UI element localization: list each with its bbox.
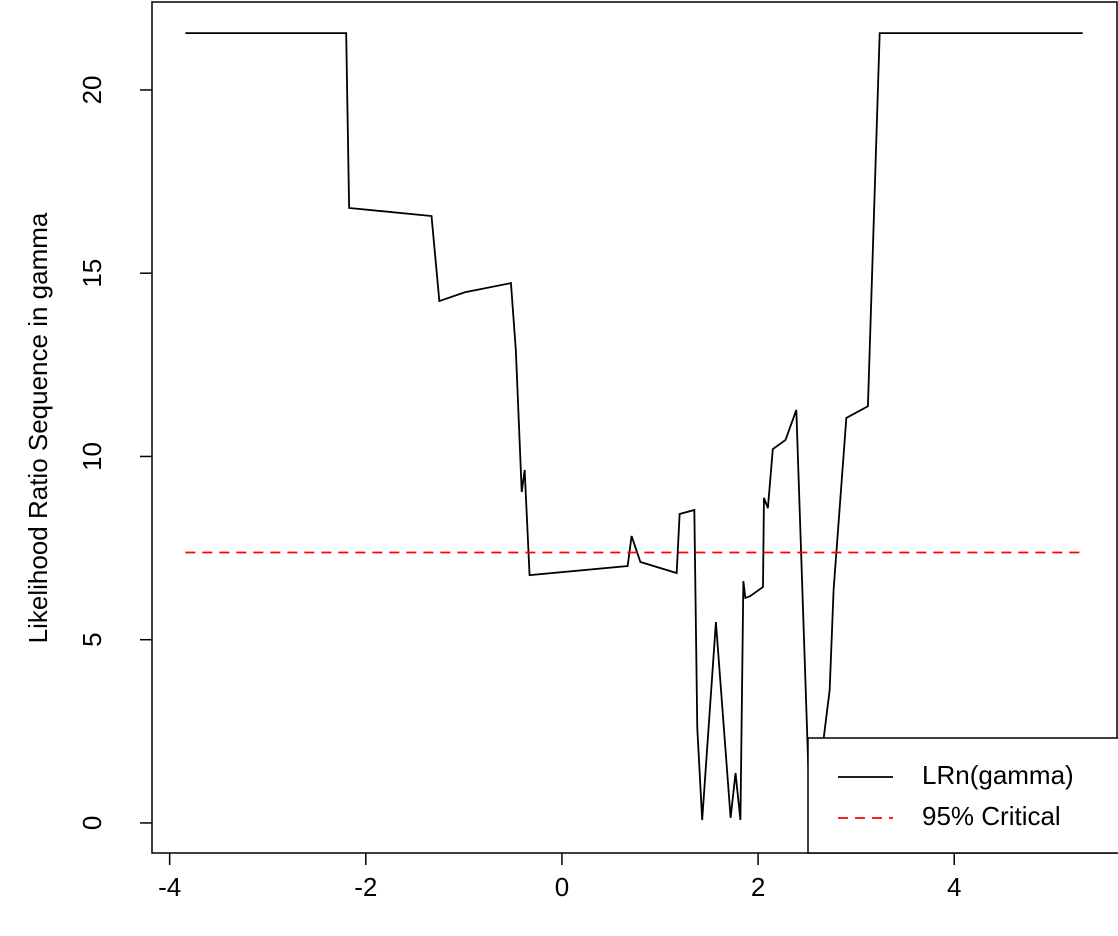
y-tick-label: 0	[77, 816, 107, 830]
x-tick-label: 2	[751, 872, 765, 902]
legend-label: LRn(gamma)	[922, 760, 1074, 790]
x-tick-label: 0	[555, 872, 569, 902]
x-tick-label: 4	[947, 872, 961, 902]
legend-label: 95% Critical	[922, 801, 1061, 831]
legend-box	[807, 737, 1118, 854]
y-tick-label: 20	[77, 75, 107, 104]
y-tick-label: 15	[77, 259, 107, 288]
x-tick-label: -2	[354, 872, 377, 902]
y-tick-label: 5	[77, 632, 107, 646]
y-axis-label: Likelihood Ratio Sequence in gamma	[23, 212, 53, 643]
x-tick-label: -4	[158, 872, 181, 902]
plot-frame	[151, 1, 1118, 854]
series-line	[185, 32, 1083, 821]
plot-area	[185, 32, 1083, 821]
y-tick-label: 10	[77, 442, 107, 471]
